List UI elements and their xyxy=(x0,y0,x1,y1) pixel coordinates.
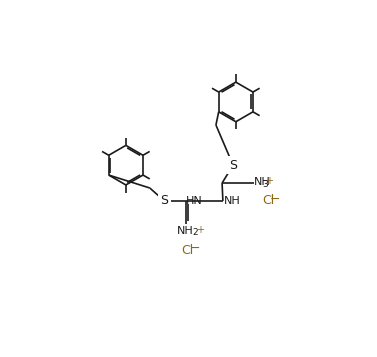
Text: S: S xyxy=(229,159,237,172)
Text: NH: NH xyxy=(176,226,193,236)
Text: Cl: Cl xyxy=(262,195,274,207)
Text: NH: NH xyxy=(254,177,271,187)
Text: −: − xyxy=(190,242,201,255)
Text: +: + xyxy=(265,176,273,186)
Text: NH: NH xyxy=(224,196,241,206)
Text: HN: HN xyxy=(186,196,203,206)
Text: 2: 2 xyxy=(192,227,198,237)
Text: +: + xyxy=(196,225,204,235)
Text: 3: 3 xyxy=(262,180,268,189)
Text: −: − xyxy=(270,193,280,206)
Text: Cl: Cl xyxy=(182,244,194,257)
Text: S: S xyxy=(160,195,169,207)
